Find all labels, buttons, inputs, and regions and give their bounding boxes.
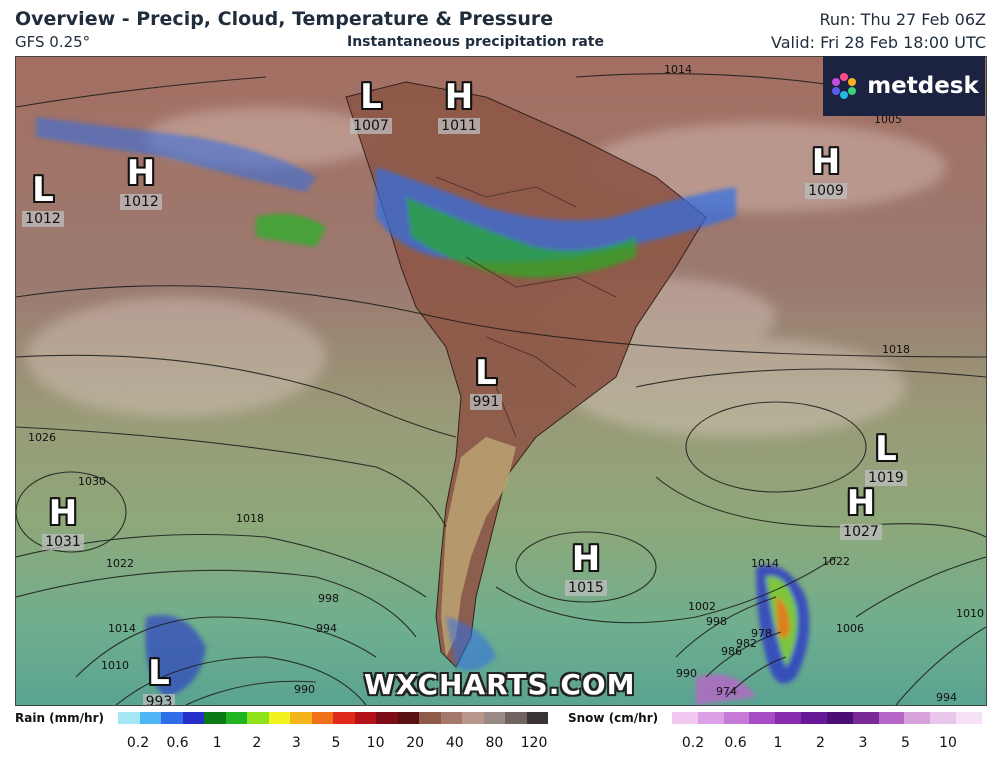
scale-swatch — [247, 712, 269, 724]
scale-swatch — [826, 712, 853, 724]
high-pressure-center: H 1031 — [38, 495, 88, 550]
pressure-letter: H — [571, 539, 601, 579]
pressure-value: 1009 — [805, 183, 847, 199]
scale-swatch — [225, 712, 247, 724]
rain-color-scale — [118, 712, 548, 724]
metdesk-flower-icon — [832, 73, 857, 99]
pressure-letter: L — [148, 653, 170, 693]
scale-swatch — [139, 712, 161, 724]
pressure-letter: H — [126, 153, 156, 193]
pressure-letter: L — [875, 429, 897, 469]
pressure-letter: L — [360, 77, 382, 117]
pressure-value: 1015 — [565, 580, 607, 596]
scale-tick-label: 0.2 — [126, 735, 150, 751]
pressure-value: 1012 — [120, 194, 162, 210]
pressure-letter: L — [32, 170, 54, 210]
scale-swatch — [419, 712, 441, 724]
chart-subtitle: Instantaneous precipitation rate — [347, 34, 604, 50]
high-pressure-center: H 1009 — [801, 144, 851, 199]
scale-swatch — [904, 712, 931, 724]
high-pressure-center: H 1015 — [561, 541, 611, 596]
scale-tick-label: 10 — [939, 735, 957, 751]
model-label: GFS 0.25° — [15, 33, 91, 51]
scale-swatch — [268, 712, 290, 724]
low-pressure-center: L 1012 — [18, 172, 68, 227]
metdesk-logo: metdesk — [823, 56, 985, 116]
scale-tick-label: 0.6 — [166, 735, 189, 751]
pressure-value: 1011 — [438, 118, 480, 134]
pressure-value: 1031 — [42, 534, 84, 550]
pressure-letter: H — [846, 483, 876, 523]
scale-tick-label: 3 — [291, 735, 301, 751]
scale-tick-label: 0.2 — [681, 735, 705, 751]
scale-swatch — [749, 712, 776, 724]
scale-swatch — [204, 712, 226, 724]
scale-swatch — [852, 712, 879, 724]
scale-tick-label: 80 — [485, 735, 504, 751]
scale-swatch — [723, 712, 750, 724]
scale-tick-label: 120 — [520, 735, 548, 751]
low-pressure-center: L 993 — [134, 653, 184, 705]
scale-swatch — [672, 712, 698, 724]
scale-swatch — [930, 712, 957, 724]
scale-tick-label: 10 — [366, 735, 385, 751]
scale-tick-label: 3 — [858, 735, 868, 751]
rain-legend-label: Rain (mm/hr) — [15, 711, 104, 725]
scale-swatch — [697, 712, 724, 724]
high-pressure-center: H 1011 — [434, 79, 484, 134]
scale-swatch — [182, 712, 204, 724]
weather-map: 1014 1005 1018 1026 1030 1018 1022 1014 1010 998 9… — [15, 56, 987, 706]
scale-swatch — [376, 712, 398, 724]
pressure-letter: H — [444, 77, 474, 117]
scale-swatch — [354, 712, 376, 724]
scale-swatch — [483, 712, 505, 724]
pressure-letter: L — [475, 353, 497, 393]
scale-tick-label: 1 — [212, 735, 222, 751]
scale-tick-label: 40 — [445, 735, 464, 751]
scale-tick-label: 5 — [331, 735, 341, 751]
scale-tick-label: 2 — [252, 735, 262, 751]
scale-tick-label: 5 — [901, 735, 910, 751]
snow-legend-label: Snow (cm/hr) — [568, 711, 659, 725]
pressure-value: 1007 — [350, 118, 392, 134]
scale-swatch — [161, 712, 183, 724]
high-pressure-center: H 1027 — [836, 485, 886, 540]
scale-swatch — [311, 712, 333, 724]
scale-swatch — [397, 712, 419, 724]
low-pressure-center: L 1019 — [861, 431, 911, 486]
scale-tick-label: 20 — [406, 735, 425, 751]
scale-swatch — [956, 712, 982, 724]
scale-swatch — [462, 712, 484, 724]
metdesk-logo-text: metdesk — [867, 73, 979, 99]
low-pressure-center: L 991 — [461, 355, 511, 410]
pressure-value: 1027 — [840, 524, 882, 540]
pressure-value: 1019 — [865, 470, 907, 486]
snow-color-scale — [672, 712, 982, 724]
scale-tick-label: 1 — [773, 735, 783, 751]
scale-swatch — [775, 712, 802, 724]
scale-swatch — [526, 712, 548, 724]
scale-swatch — [440, 712, 462, 724]
scale-swatch — [290, 712, 312, 724]
chart-title: Overview - Precip, Cloud, Temperature & … — [15, 8, 554, 30]
high-pressure-center: H 1012 — [116, 155, 166, 210]
scale-swatch — [801, 712, 827, 724]
run-time: Run: Thu 27 Feb 06Z — [819, 10, 986, 29]
low-pressure-center: L 1007 — [346, 79, 396, 134]
scale-swatch — [505, 712, 527, 724]
scale-tick-label: 2 — [816, 735, 825, 751]
pressure-value: 1012 — [22, 211, 64, 227]
pressure-letter: H — [48, 493, 78, 533]
pressure-value: 993 — [142, 694, 176, 705]
valid-time: Valid: Fri 28 Feb 18:00 UTC — [771, 33, 986, 52]
wxcharts-watermark: WXCHARTS.COM — [364, 668, 636, 701]
pressure-value: 991 — [469, 394, 503, 410]
scale-swatch — [333, 712, 355, 724]
scale-swatch — [878, 712, 905, 724]
pressure-letter: H — [811, 142, 841, 182]
scale-tick-label: 0.6 — [724, 735, 747, 751]
map-background — [16, 57, 986, 705]
scale-swatch — [118, 712, 140, 724]
